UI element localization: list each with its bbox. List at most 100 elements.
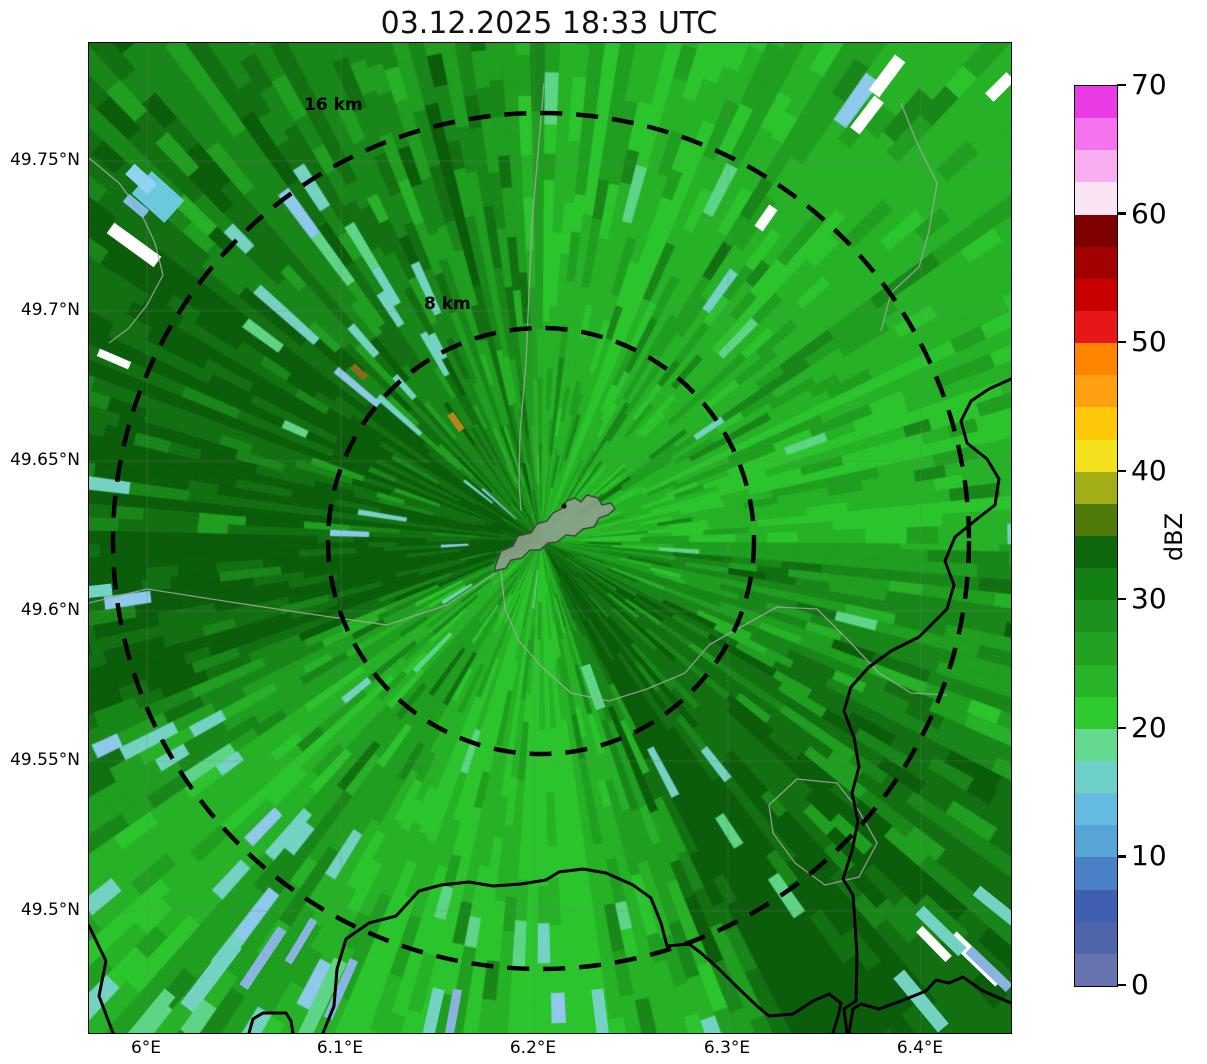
colorbar-segment <box>1075 375 1117 408</box>
reflectivity-streak <box>972 885 1011 927</box>
river-line <box>880 102 938 332</box>
colorbar-tick <box>1117 983 1126 987</box>
colorbar-tick-label: 10 <box>1131 839 1167 873</box>
reflectivity-streak <box>323 957 359 1021</box>
colorbar-segment <box>1075 760 1117 794</box>
colorbar-tick <box>1117 469 1126 472</box>
map-overlay-svg <box>89 43 1011 1033</box>
reflectivity-streak <box>284 917 318 965</box>
colorbar-segment <box>1075 568 1117 601</box>
reflectivity-streak <box>850 95 884 135</box>
lat-tick-label: 49.6°N <box>20 600 80 620</box>
reflectivity-streak <box>417 987 445 1033</box>
reflectivity-streak <box>126 988 176 1033</box>
colorbar-segment <box>1075 664 1117 697</box>
colorbar-segment <box>1075 310 1117 344</box>
range-ring-16km <box>110 110 972 972</box>
reflectivity-streak <box>985 72 1011 102</box>
colorbar-segment <box>1075 857 1117 890</box>
colorbar-segment <box>1075 889 1117 922</box>
lat-tick-label: 49.65°N <box>10 450 80 470</box>
reflectivity-streak <box>915 905 967 957</box>
colorbar-segment <box>1075 825 1117 858</box>
lat-tick-label: 49.55°N <box>10 750 80 770</box>
reflectivity-streak <box>591 988 611 1033</box>
country-border <box>847 975 1011 1033</box>
reflectivity-streak <box>965 946 1011 992</box>
lon-tick-label: 6.3°E <box>703 1038 751 1058</box>
plot-title: 03.12.2025 18:33 UTC <box>380 6 718 41</box>
reflectivity-streak <box>106 222 162 268</box>
country-border <box>841 377 1011 1033</box>
reflectivity-streak <box>447 411 465 433</box>
colorbar-tick-label: 50 <box>1131 325 1167 359</box>
colorbar-tick-label: 30 <box>1131 582 1167 616</box>
lon-tick-label: 6.4°E <box>896 1038 944 1058</box>
reflectivity-streak <box>125 163 157 195</box>
colorbar-tick <box>1117 855 1126 858</box>
colorbar-segment <box>1075 728 1117 761</box>
lat-tick-label: 49.7°N <box>20 300 80 320</box>
lon-tick-label: 6.2°E <box>509 1038 557 1058</box>
colorbar-tick <box>1117 212 1126 215</box>
range-ring-label-16km: 16 km <box>304 95 363 115</box>
reflectivity-streak <box>444 988 462 1033</box>
lat-tick-label: 49.5°N <box>20 900 80 920</box>
reflectivity-streak <box>916 925 952 963</box>
reflectivity-streak <box>350 363 368 381</box>
colorbar-segment <box>1075 246 1117 279</box>
colorbar-tick <box>1117 340 1126 344</box>
colorbar-segment <box>1075 471 1117 504</box>
colorbar-tick-label: 40 <box>1131 453 1167 487</box>
range-ring-label-8km: 8 km <box>424 294 471 314</box>
country-border <box>321 867 843 1033</box>
lon-tick-label: 6°E <box>130 1038 162 1058</box>
colorbar-segment <box>1075 439 1117 472</box>
colorbar-segment <box>1075 407 1117 440</box>
colorbar-tick-label: 70 <box>1131 68 1167 101</box>
colorbar-tick <box>1117 726 1126 730</box>
colorbar-segment <box>1075 118 1117 151</box>
colorbar-tick-label: 60 <box>1131 196 1167 230</box>
colorbar-tick-label: 0 <box>1131 968 1149 1001</box>
river-line <box>768 778 878 886</box>
country-border <box>89 924 115 1033</box>
river-line <box>518 82 545 512</box>
colorbar-segment <box>1075 150 1117 183</box>
city-dot <box>561 503 567 509</box>
city-footprint <box>494 494 616 572</box>
colorbar-tick <box>1117 598 1126 601</box>
colorbar-segment <box>1075 278 1117 311</box>
river-line <box>89 157 164 344</box>
colorbar-segment <box>1075 921 1117 954</box>
colorbar-tick <box>1117 83 1126 87</box>
colorbar-segment <box>1075 182 1117 215</box>
colorbar-segment <box>1075 793 1117 826</box>
reflectivity-streak <box>754 204 778 232</box>
river-line <box>500 570 948 702</box>
reflectivity-streak <box>893 969 949 1033</box>
radar-map: 16 km 8 km <box>88 42 1012 1034</box>
reflectivity-streak <box>89 583 113 599</box>
reflectivity-streak <box>295 957 347 1033</box>
reflectivity-streak <box>239 926 287 990</box>
colorbar-unit-label: dBZ <box>1160 512 1188 562</box>
colorbar-segment <box>1075 343 1117 376</box>
colorbar-segment <box>1075 86 1117 119</box>
lat-tick-label: 49.75°N <box>10 150 80 170</box>
reflectivity-streak <box>868 54 906 98</box>
reflectivity-streak <box>180 939 242 1013</box>
colorbar-segment <box>1075 953 1117 986</box>
range-ring-8km <box>325 325 757 757</box>
colorbar-segment <box>1075 214 1117 247</box>
country-border <box>247 1011 295 1033</box>
colorbar-segment <box>1075 632 1117 665</box>
reflectivity-streak <box>580 663 606 711</box>
colorbar-tick-label: 20 <box>1131 710 1167 744</box>
river-line <box>89 572 496 626</box>
colorbar-segment <box>1075 696 1117 729</box>
colorbar-segment <box>1075 535 1117 569</box>
colorbar-segment <box>1075 503 1117 536</box>
reflectivity-streak <box>96 348 132 370</box>
lon-tick-label: 6.1°E <box>316 1038 364 1058</box>
